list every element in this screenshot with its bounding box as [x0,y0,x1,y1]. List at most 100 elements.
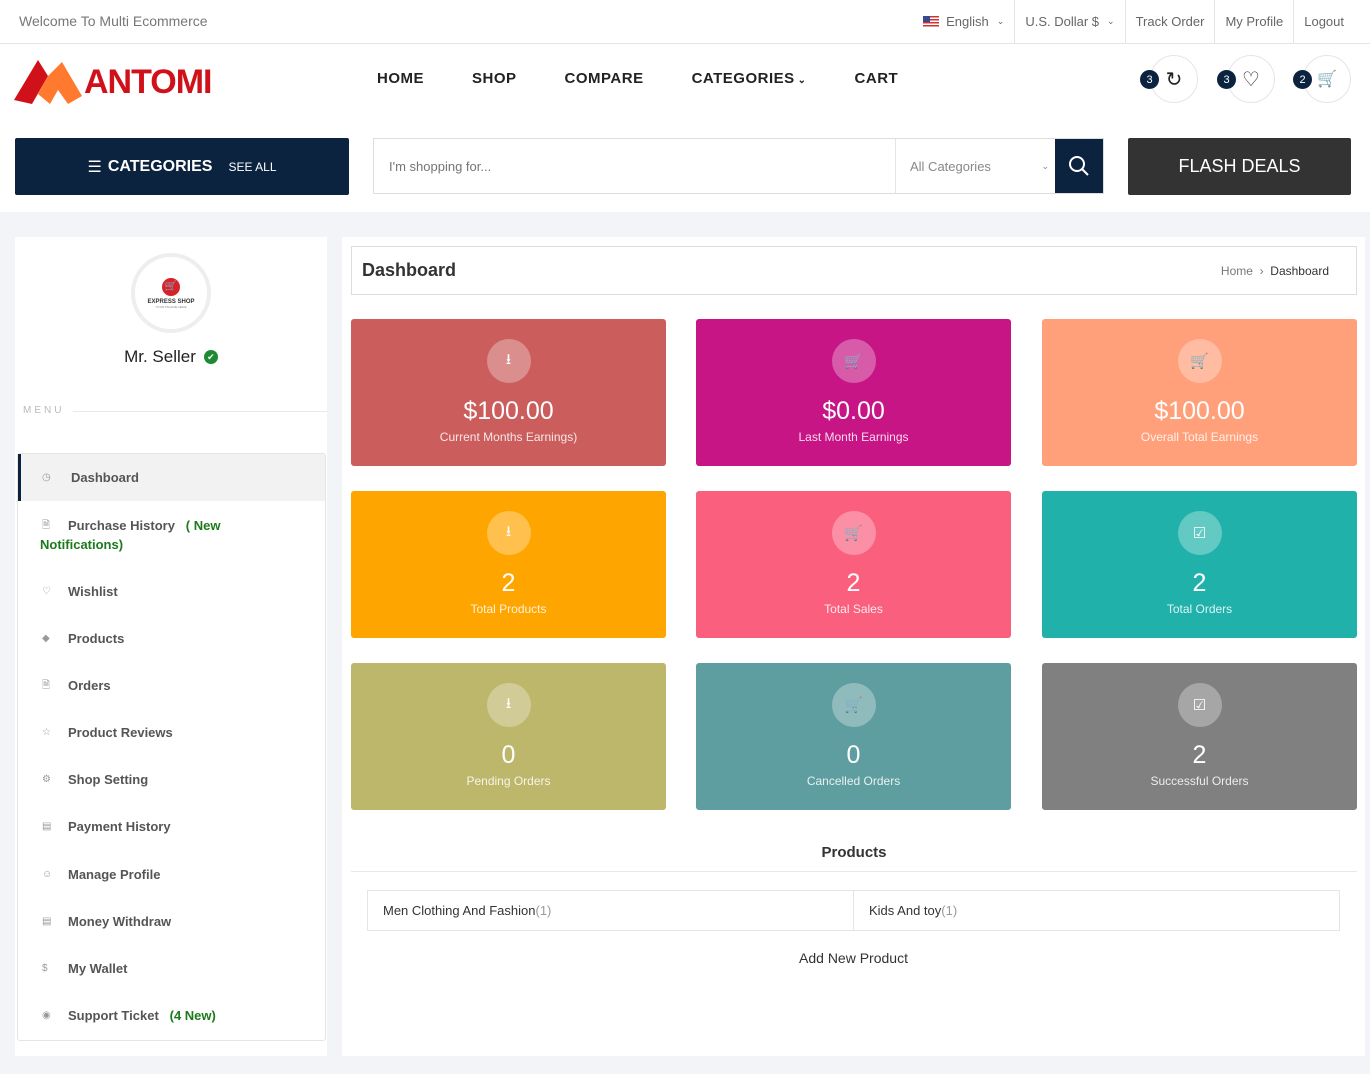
seller-name-text: Mr. Seller [124,347,196,366]
sidebar-item-my-wallet[interactable]: $ My Wallet [18,959,325,978]
language-select[interactable]: English ⌄ [913,0,1014,43]
stat-value: 2 [1192,569,1207,597]
categories-button[interactable]: ☰ CATEGORIES SEE ALL [15,138,349,195]
stat-label: Cancelled Orders [806,774,901,788]
welcome-text: Welcome To Multi Ecommerce [19,13,208,29]
my-profile-link[interactable]: My Profile [1214,0,1293,43]
sidebar-item-label: Payment History [68,819,171,834]
cart-icon: 🛒 [1317,71,1337,88]
stat-value: 2 [501,569,516,597]
cart-icon: 🛒 [831,339,876,383]
search-input[interactable] [374,139,895,193]
sidebar-item-shop-setting[interactable]: ⚙ Shop Setting [18,770,325,789]
stat-value: $100.00 [463,397,554,425]
sidebar-item-products[interactable]: ◆ Products [18,629,325,648]
product-category-cell[interactable]: Men Clothing And Fashion (1) [368,891,853,930]
cart-count-badge: 2 [1293,70,1312,89]
track-order-link[interactable]: Track Order [1124,0,1215,43]
sidebar-item-label: Dashboard [71,470,139,485]
stat-card[interactable]: 🛒 $0.00 Last Month Earnings [696,319,1011,466]
chevron-down-icon: ⌄ [996,16,1005,26]
sidebar-item-dashboard[interactable]: ◷ Dashboard [18,454,325,501]
category-select[interactable]: All Categories ⌄ [895,139,1055,193]
sidebar-item-label: Products [68,631,125,646]
shop-logo-cart-icon: 🛒 [162,277,180,296]
add-new-product-text[interactable]: Add New Product [799,950,908,966]
new-notifications-badge: ( New Notifications) [40,518,221,552]
support-icon: ◉ [42,1010,51,1021]
chevron-down-icon: ⌄ [1107,16,1115,26]
compare-count-badge: 3 [1140,70,1159,89]
logout-link[interactable]: Logout [1293,0,1354,43]
flash-deals-button[interactable]: FLASH DEALS [1128,138,1351,195]
nav-compare[interactable]: COMPARE [564,70,644,87]
shop-avatar: 🛒 EXPRESS SHOP YOUR TAGLINE HERE [131,253,211,333]
menu-icon: ☰ [87,158,102,176]
product-category-cell[interactable]: Kids And toy (1) [853,891,1339,930]
cart-icon: 🛒 [831,511,876,555]
nav-categories-label: CATEGORIES [691,70,795,87]
nav-cart[interactable]: CART [854,70,899,87]
add-new-product-link: Add New Product [342,950,1365,966]
stat-label: Last Month Earnings [798,430,909,444]
main-nav: HOME SHOP COMPARE CATEGORIES ⌄ CART [377,70,898,87]
seller-name: Mr. Seller ✔ [15,347,327,367]
stat-card[interactable]: 🛒 $100.00 Overall Total Earnings [1042,319,1357,466]
stat-card[interactable]: 🛒 2 Total Sales [696,491,1011,638]
sidebar-item-purchase-history[interactable]: 🗎 Purchase History ( New Notifications) [18,516,325,554]
breadcrumb-current: Dashboard [1270,263,1329,278]
nav-categories[interactable]: CATEGORIES ⌄ [692,70,807,87]
dashboard-icon: ◷ [42,472,51,483]
stat-value: $100.00 [1154,397,1245,425]
logo[interactable]: ANTOMI [14,60,212,104]
upload-icon: ⭳ [486,683,531,727]
gear-icon: ⚙ [42,774,51,785]
language-label: English [946,14,989,29]
stat-label: Overall Total Earnings [1140,430,1259,444]
top-bar: Welcome To Multi Ecommerce English ⌄ U.S.… [0,0,1370,44]
breadcrumb-home[interactable]: Home [1220,263,1253,278]
sidebar-item-label: Manage Profile [68,867,161,882]
sidebar-item-money-withdraw[interactable]: ▤ Money Withdraw [18,912,325,931]
sidebar-item-label: Product Reviews [68,725,173,740]
page-title: Dashboard [362,260,457,280]
nav-home[interactable]: HOME [377,70,424,87]
stat-value: 2 [846,569,861,597]
new-tickets-badge: (4 New) [169,1008,216,1023]
stat-label: Total Sales [824,602,883,616]
search-button[interactable] [1055,139,1103,193]
us-flag-icon [923,16,940,27]
search-icon [1069,156,1089,176]
sidebar-item-product-reviews[interactable]: ☆ Product Reviews [18,723,325,742]
sidebar-item-support-ticket[interactable]: ◉ Support Ticket (4 New) [18,1006,325,1025]
upload-icon: ⭳ [486,511,531,555]
category-name: Men Clothing And Fashion [383,903,536,918]
category-count: (1) [535,903,552,918]
stat-label: Pending Orders [466,774,551,788]
check-icon: ☑ [1177,511,1222,555]
stat-card[interactable]: 🛒 0 Cancelled Orders [696,663,1011,810]
sidebar-item-payment-history[interactable]: ▤ Payment History [18,817,325,836]
category-count: (1) [941,903,958,918]
stat-card[interactable]: ☑ 2 Successful Orders [1042,663,1357,810]
categories-label: CATEGORIES [107,157,213,175]
sidebar-item-orders[interactable]: 🗎 Orders [18,676,325,695]
see-all-link[interactable]: SEE ALL [228,159,277,174]
stat-card[interactable]: ⭳ 0 Pending Orders [351,663,666,810]
star-icon: ☆ [42,727,51,738]
category-name: Kids And toy [869,903,942,918]
sidebar-item-wishlist[interactable]: ♡ Wishlist [18,582,325,601]
chevron-down-icon: ⌄ [1041,160,1049,171]
nav-shop[interactable]: SHOP [472,70,517,87]
diamond-icon: ◆ [42,633,50,644]
stat-card[interactable]: ⭳ 2 Total Products [351,491,666,638]
currency-label: U.S. Dollar $ [1025,14,1100,29]
currency-select[interactable]: U.S. Dollar $ ⌄ [1014,0,1124,43]
dollar-icon: $ [42,963,48,974]
sidebar-menu: ◷ Dashboard 🗎 Purchase History ( New Notif… [17,453,326,1041]
stat-card[interactable]: ☑ 2 Total Orders [1042,491,1357,638]
sidebar-item-manage-profile[interactable]: ☺ Manage Profile [18,865,325,884]
stat-card[interactable]: ⭳ $100.00 Current Months Earnings) [351,319,666,466]
sidebar-item-label: Orders [68,678,111,693]
check-icon: ☑ [1177,683,1222,727]
